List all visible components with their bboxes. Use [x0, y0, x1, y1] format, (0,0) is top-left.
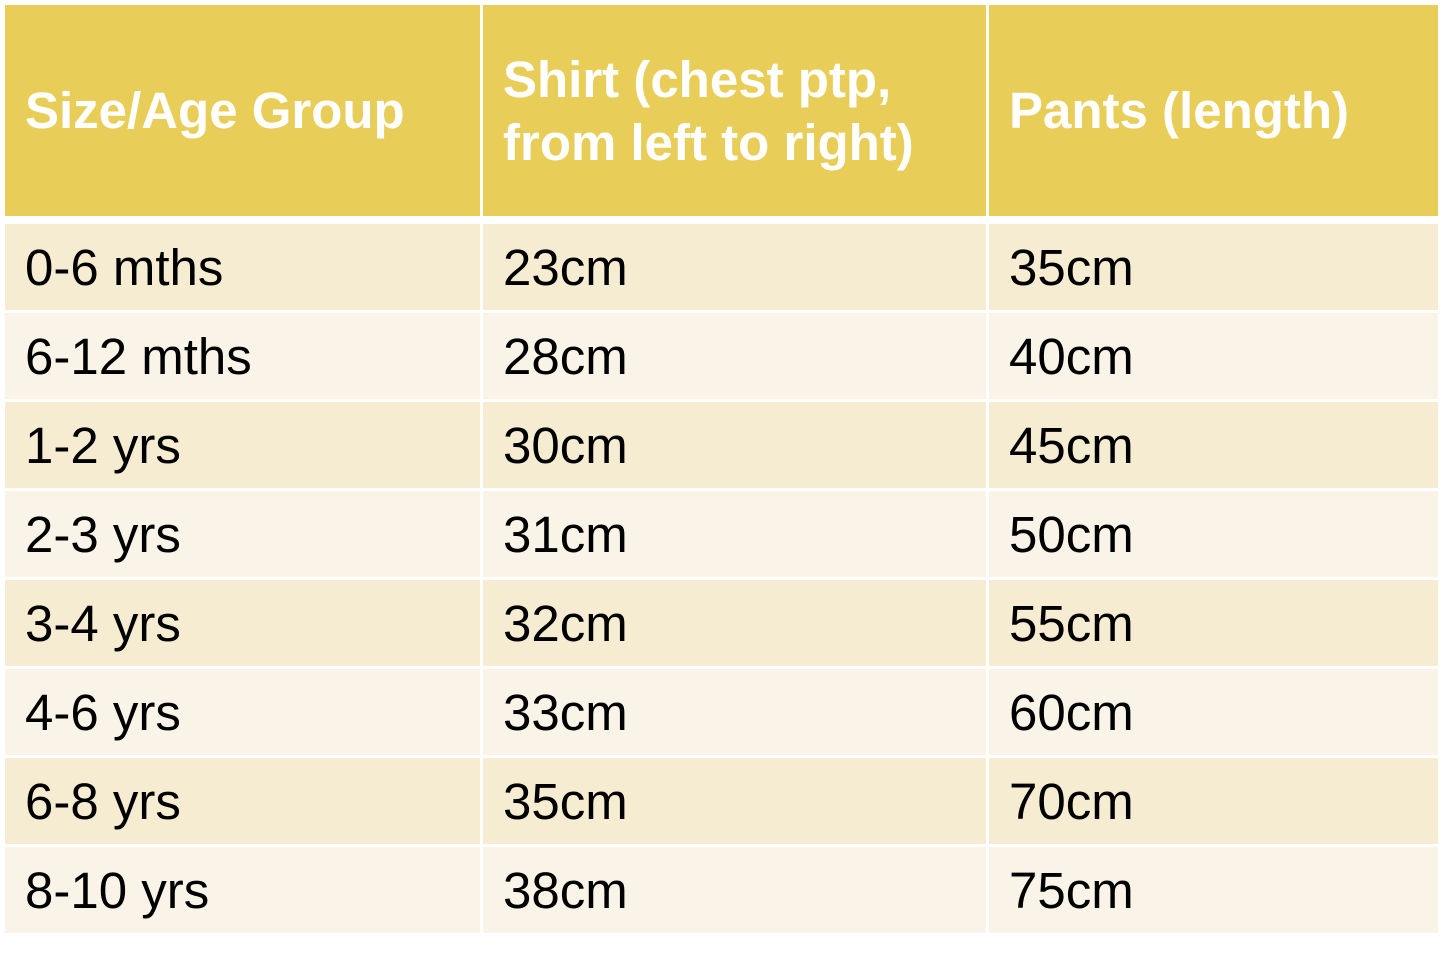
cell-size-age: 0-6 mths [5, 224, 480, 310]
table-row: 1-2 yrs 30cm 45cm [5, 402, 1438, 488]
table-row: 0-6 mths 23cm 35cm [5, 224, 1438, 310]
table-row: 2-3 yrs 31cm 50cm [5, 491, 1438, 577]
cell-shirt: 23cm [483, 224, 986, 310]
cell-pants: 75cm [989, 847, 1438, 933]
header-shirt: Shirt (chest ptp, from left to right) [483, 5, 986, 221]
header-row: Size/Age Group Shirt (chest ptp, from le… [5, 5, 1438, 221]
header-pants: Pants (length) [989, 5, 1438, 221]
cell-pants: 70cm [989, 758, 1438, 844]
table-row: 3-4 yrs 32cm 55cm [5, 580, 1438, 666]
cell-size-age: 3-4 yrs [5, 580, 480, 666]
cell-shirt: 31cm [483, 491, 986, 577]
cell-pants: 60cm [989, 669, 1438, 755]
table-row: 6-12 mths 28cm 40cm [5, 313, 1438, 399]
cell-shirt: 28cm [483, 313, 986, 399]
table-row: 4-6 yrs 33cm 60cm [5, 669, 1438, 755]
cell-shirt: 30cm [483, 402, 986, 488]
cell-shirt: 35cm [483, 758, 986, 844]
cell-pants: 35cm [989, 224, 1438, 310]
cell-shirt: 38cm [483, 847, 986, 933]
cell-size-age: 1-2 yrs [5, 402, 480, 488]
header-size-age: Size/Age Group [5, 5, 480, 221]
cell-pants: 40cm [989, 313, 1438, 399]
table-row: 6-8 yrs 35cm 70cm [5, 758, 1438, 844]
table-row: 8-10 yrs 38cm 75cm [5, 847, 1438, 933]
cell-pants: 50cm [989, 491, 1438, 577]
size-chart-table: Size/Age Group Shirt (chest ptp, from le… [2, 2, 1441, 936]
cell-size-age: 6-12 mths [5, 313, 480, 399]
cell-size-age: 4-6 yrs [5, 669, 480, 755]
cell-pants: 45cm [989, 402, 1438, 488]
cell-shirt: 33cm [483, 669, 986, 755]
cell-size-age: 6-8 yrs [5, 758, 480, 844]
cell-size-age: 2-3 yrs [5, 491, 480, 577]
cell-size-age: 8-10 yrs [5, 847, 480, 933]
cell-pants: 55cm [989, 580, 1438, 666]
cell-shirt: 32cm [483, 580, 986, 666]
